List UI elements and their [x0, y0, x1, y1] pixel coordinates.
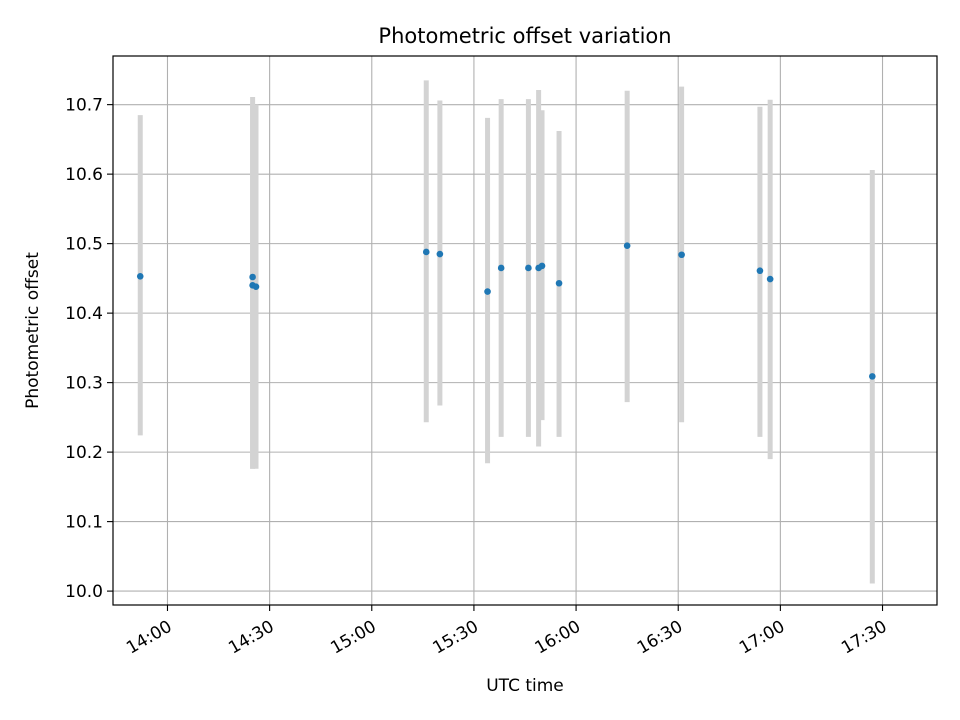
data-point: [436, 250, 444, 258]
data-point: [538, 262, 546, 270]
data-point: [623, 242, 631, 250]
data-point: [136, 272, 144, 280]
y-tick-label: 10.0: [65, 582, 103, 602]
data-point: [422, 248, 430, 256]
y-tick-label: 10.6: [65, 165, 103, 185]
y-tick-label: 10.1: [65, 513, 103, 533]
data-point: [497, 264, 505, 272]
data-point: [249, 273, 256, 281]
y-tick-label: 10.3: [65, 374, 103, 394]
chart-title: Photometric offset variation: [378, 24, 671, 48]
plot-area-frame: [112, 55, 938, 606]
data-point: [555, 279, 563, 287]
y-tick-label: 10.7: [65, 96, 103, 116]
x-axis-label: UTC time: [486, 676, 564, 696]
y-axis-label: Photometric offset: [23, 252, 43, 409]
y-tick-label: 10.5: [65, 235, 103, 255]
y-tick-label: 10.2: [65, 443, 103, 463]
data-point: [869, 373, 876, 380]
y-tick-label: 10.4: [65, 304, 103, 324]
data-point: [678, 251, 685, 259]
data-points: [136, 242, 876, 380]
data-point: [766, 275, 774, 283]
data-point: [484, 288, 491, 295]
data-point: [525, 264, 532, 272]
data-point: [756, 267, 764, 275]
data-point: [252, 283, 260, 291]
